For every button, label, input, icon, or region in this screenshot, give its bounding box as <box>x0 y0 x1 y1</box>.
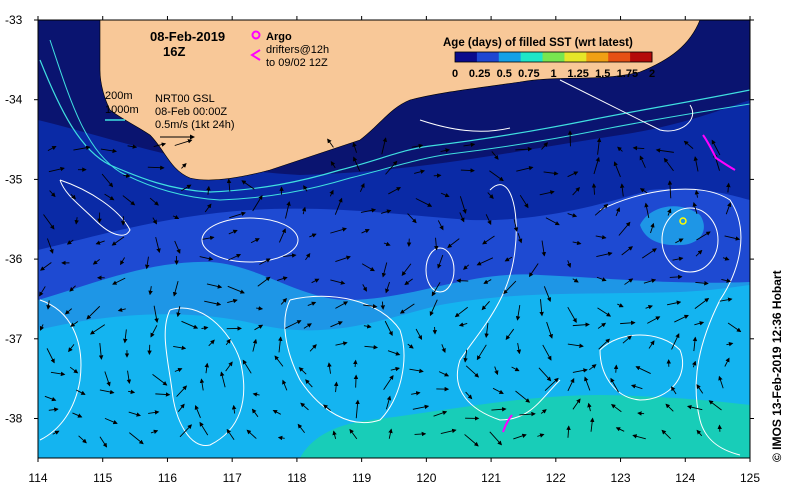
current-vector <box>638 413 644 414</box>
age-colorbar-swatch <box>499 52 521 62</box>
age-colorbar-swatch <box>543 52 565 62</box>
lat-label: -35 <box>5 172 23 186</box>
age-colorbar <box>455 52 653 62</box>
age-colorbar-swatch <box>521 52 543 62</box>
latitude-labels: -33 -34 -35 -36 -37 -38 <box>5 13 23 426</box>
age-colorbar-swatch <box>630 52 652 62</box>
age-tick-label: 2 <box>649 68 655 80</box>
age-tick-label: 0.5 <box>497 68 512 80</box>
age-colorbar-swatch <box>477 52 499 62</box>
age-colorbar-swatch <box>586 52 608 62</box>
lon-label: 125 <box>740 471 760 485</box>
map-date: 08-Feb-2019 <box>150 29 225 44</box>
current-vector <box>461 170 474 171</box>
current-vector <box>616 365 617 372</box>
age-tick-label: 1.75 <box>617 68 638 80</box>
age-tick-label: 0 <box>452 68 458 80</box>
lat-label: -34 <box>5 93 23 107</box>
lon-label: 117 <box>223 471 242 485</box>
age-tick-label: 0.75 <box>518 68 539 80</box>
lon-label: 124 <box>675 471 695 485</box>
lon-label: 115 <box>93 471 112 485</box>
lon-label: 122 <box>546 471 566 485</box>
age-colorbar-swatch <box>564 52 586 62</box>
age-tick-label: 1 <box>550 68 556 80</box>
lon-label: 121 <box>481 471 501 485</box>
map-time: 16Z <box>163 44 185 59</box>
drifters-label-2: to 09/02 12Z <box>266 57 328 69</box>
lon-label: 123 <box>611 471 631 485</box>
current-vector <box>355 361 356 367</box>
current-scale-label: 0.5m/s (1kt 24h) <box>155 119 234 131</box>
lat-label: -36 <box>5 252 23 266</box>
age-tick-label: 1.25 <box>567 68 588 80</box>
lat-label: -37 <box>5 332 23 346</box>
lon-label: 118 <box>287 471 306 485</box>
age-colorbar-swatch <box>455 52 477 62</box>
credit-text: © IMOS 13-Feb-2019 12:36 Hobart <box>770 270 784 462</box>
argo-label: Argo <box>266 31 292 43</box>
age-legend-title: Age (days) of filled SST (wrt latest) <box>443 37 633 49</box>
isobath-200m-label: 200m <box>105 90 133 102</box>
current-source-2: 08-Feb 00:00Z <box>155 106 227 118</box>
age-colorbar-labels: 0 0.25 0.5 0.75 1 1.25 1.5 1.75 2 <box>452 68 655 80</box>
drifters-label-1: drifters@12h <box>266 44 329 56</box>
lon-label: 116 <box>158 471 177 485</box>
lon-label: 120 <box>416 471 436 485</box>
age-colorbar-swatch <box>608 52 630 62</box>
age-tick-label: 1.5 <box>595 68 610 80</box>
age-tick-label: 0.25 <box>469 68 490 80</box>
lon-label: 114 <box>28 471 47 485</box>
current-source-1: NRT00 GSL <box>155 93 215 105</box>
lon-label: 119 <box>352 471 371 485</box>
sst-field <box>38 20 750 458</box>
lat-label: -38 <box>5 412 23 426</box>
longitude-labels: 114 115 116 117 118 119 120 121 122 123 124 125 <box>28 471 760 485</box>
lat-label: -33 <box>5 13 23 27</box>
isobath-1000m-label: 1000m <box>105 104 139 116</box>
